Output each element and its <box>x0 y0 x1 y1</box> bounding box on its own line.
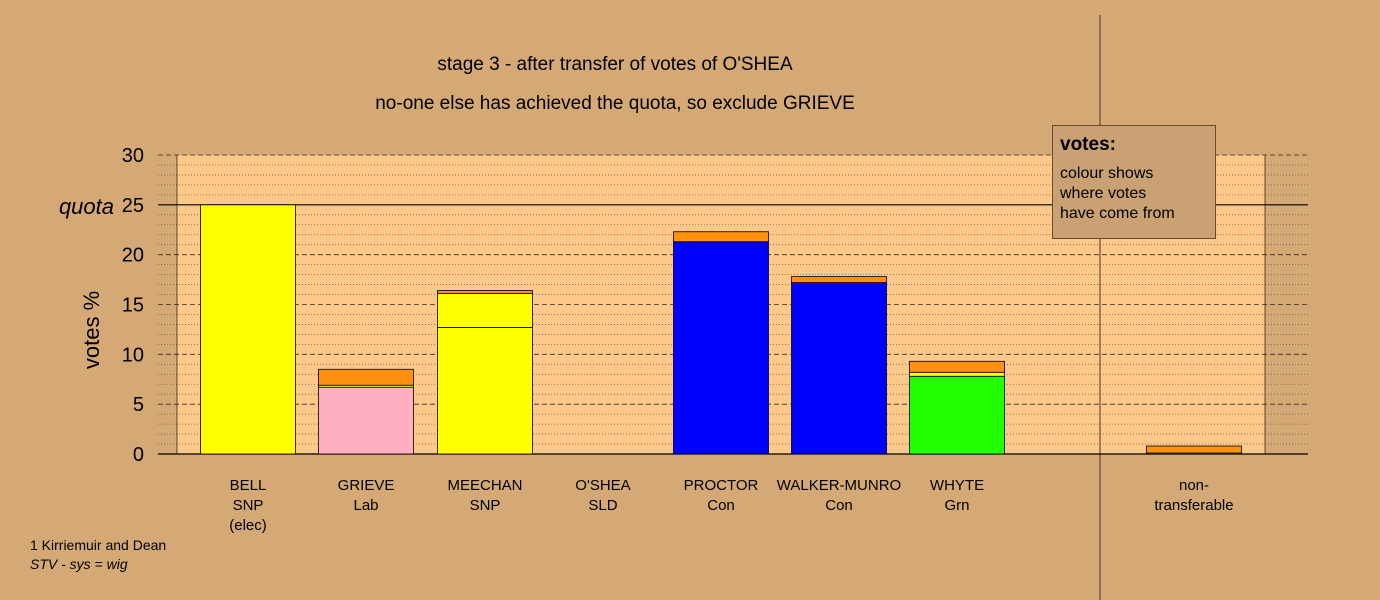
y-tick-label: 25 <box>122 195 144 217</box>
bar-segment <box>318 386 414 455</box>
x-tick-label: O'SHEA <box>575 477 630 494</box>
bar-segment <box>909 371 1005 377</box>
bar-segment <box>318 368 414 386</box>
y-tick-label: 10 <box>122 344 144 366</box>
y-tick-label: 15 <box>122 295 144 317</box>
legend-heading: votes: <box>1060 134 1116 155</box>
bar-segment <box>673 231 769 243</box>
bar-segment <box>437 293 533 328</box>
chart-subtitle: no-one else has achieved the quota, so e… <box>375 93 855 114</box>
y-axis-label: votes % <box>79 291 104 369</box>
x-tick-label: MEECHAN <box>447 477 522 494</box>
bar-segment <box>437 327 533 455</box>
bar-segment <box>791 283 887 455</box>
x-tick-label: PROCTOR <box>684 477 759 494</box>
legend-line: colour shows <box>1060 165 1154 182</box>
x-tick-label: GRIEVE <box>338 477 395 494</box>
y-tick-label: 0 <box>133 444 144 466</box>
x-tick-label: non- <box>1179 477 1209 494</box>
x-tick-label: SNP <box>470 497 501 514</box>
quota-label: quota <box>59 194 114 219</box>
y-tick-label: 5 <box>133 394 144 416</box>
x-tick-label: BELL <box>230 477 267 494</box>
x-tick-label: SNP <box>233 497 264 514</box>
footer-ward: 1 Kirriemuir and Dean <box>30 537 167 553</box>
x-tick-label: (elec) <box>229 517 267 534</box>
x-tick-label: WALKER-MUNRO <box>777 477 901 494</box>
x-tick-label: Con <box>707 497 735 514</box>
x-tick-label: Grn <box>944 497 969 514</box>
bar-segment <box>437 290 533 294</box>
x-tick-label: WHYTE <box>930 477 984 494</box>
bar-segment <box>673 241 769 455</box>
legend-line: have come from <box>1060 205 1175 222</box>
x-tick-label: Con <box>825 497 853 514</box>
bar-segment <box>1146 445 1242 454</box>
bar-segment <box>791 276 887 283</box>
x-tick-label: Lab <box>353 497 378 514</box>
bar-segment <box>200 204 296 455</box>
legend-box: votes: colour shows where votes have com… <box>1052 125 1216 239</box>
x-tick-label: transferable <box>1154 497 1233 514</box>
y-tick-label: 30 <box>122 145 144 167</box>
bar-segment <box>909 375 1005 455</box>
chart-title: stage 3 - after transfer of votes of O'S… <box>437 54 793 75</box>
y-tick-label: 20 <box>122 245 144 267</box>
bar-segment <box>909 360 1005 373</box>
legend-line: where votes <box>1060 185 1147 202</box>
x-tick-label: SLD <box>588 497 617 514</box>
footer-system: STV - sys = wig <box>30 556 128 572</box>
